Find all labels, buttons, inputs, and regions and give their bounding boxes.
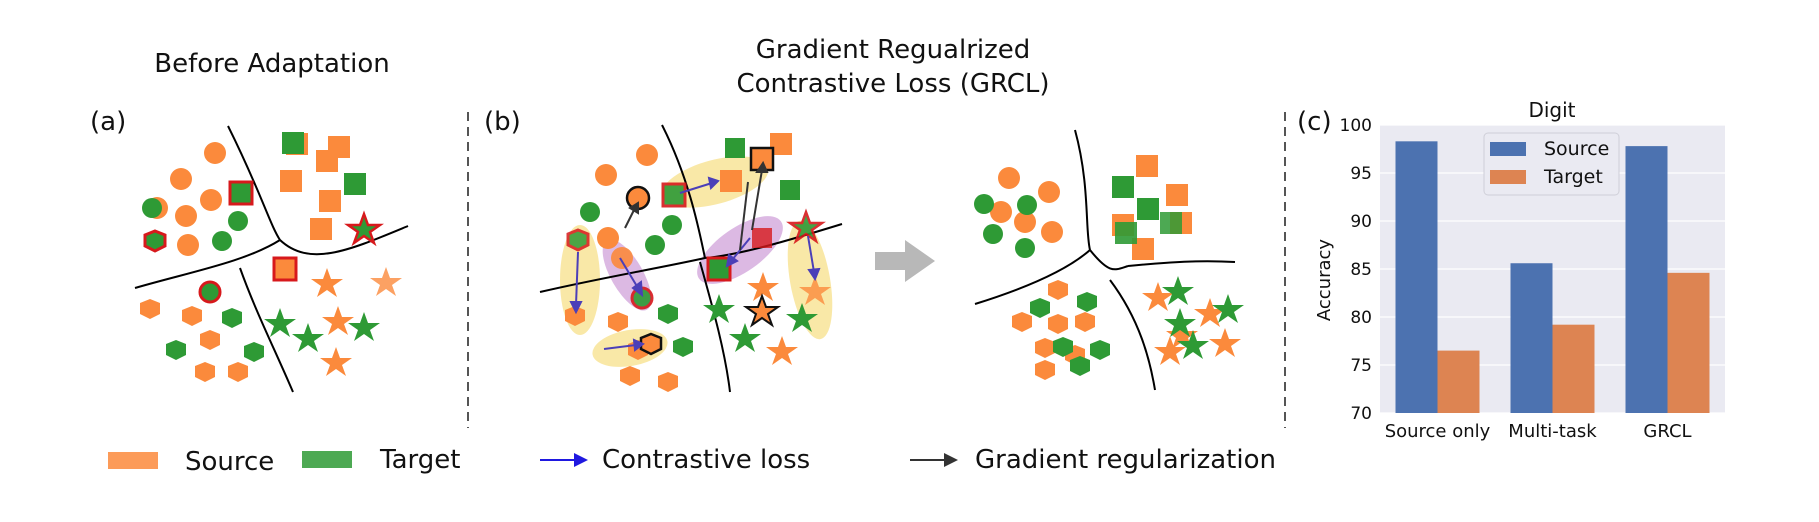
gradient-arrows [624, 160, 769, 251]
chart-title: Digit [1528, 98, 1575, 122]
y-tick-label: 70 [1350, 404, 1372, 424]
panel-a-title: Before Adaptation [154, 49, 389, 79]
panel-c: (c) 70 75 80 85 90 95 100 Source only Multi-tas… [1297, 98, 1725, 442]
legend-contrastive-label: Contrastive loss [602, 445, 810, 475]
legend-swatch-source [1490, 142, 1526, 156]
panel-b: (b) Gradient Regualrized Contrastive Los… [484, 35, 1244, 393]
y-tick-label: 100 [1340, 116, 1372, 136]
panel-c-label: (c) [1297, 107, 1332, 137]
bar-target-source-only [1437, 350, 1480, 413]
bar-target-multi-task [1552, 324, 1595, 413]
gradient-arrow-icon [910, 453, 958, 467]
y-tick-label: 85 [1350, 260, 1372, 280]
highlighted-points [143, 180, 384, 304]
contrastive-arrow-icon [540, 453, 588, 467]
source-points [565, 133, 831, 392]
bar-source-grcl [1625, 146, 1668, 413]
source-swatch [108, 452, 158, 469]
legend-series-source: Source [1544, 138, 1609, 160]
panel-b-label: (b) [484, 107, 521, 137]
target-points [580, 138, 818, 357]
legend-gradient-label: Gradient regularization [975, 445, 1276, 475]
panel-b-title-line1: Gradient Regualrized [756, 35, 1031, 65]
decision-boundaries [134, 125, 409, 393]
bar-source-multi-task [1510, 263, 1553, 413]
panel-a-label: (a) [90, 107, 126, 137]
legend-target-label: Target [379, 445, 460, 475]
y-tick-label: 80 [1350, 308, 1372, 328]
bottom-legend: Source Target Contrastive loss Gradient … [108, 445, 1276, 477]
y-axis-label: Accuracy [1314, 239, 1335, 322]
bar-source-source-only [1395, 141, 1438, 413]
target-points [142, 132, 380, 362]
bars [1395, 141, 1710, 413]
legend-swatch-target [1490, 170, 1526, 184]
panel-b-title-line2: Contrastive Loss (GRCL) [736, 69, 1049, 99]
x-tick-label: Multi-task [1508, 421, 1597, 442]
target-swatch [302, 451, 352, 468]
panel-a: (a) Before Adaptation [90, 49, 409, 393]
bar-target-grcl [1667, 272, 1710, 413]
y-tick-label: 95 [1350, 164, 1372, 184]
legend-series-target: Target [1543, 166, 1603, 188]
y-tick-labels: 70 75 80 85 90 95 100 [1340, 116, 1372, 424]
y-tick-label: 90 [1350, 212, 1372, 232]
after-adaptation [974, 129, 1244, 391]
y-tick-label: 75 [1350, 356, 1372, 376]
x-tick-label: GRCL [1643, 421, 1691, 442]
x-tick-labels: Source only Multi-task GRCL [1385, 421, 1692, 442]
chart-legend: Source Target [1483, 132, 1620, 196]
transition-arrow [875, 240, 935, 282]
legend-source-label: Source [185, 447, 274, 477]
x-tick-label: Source only [1385, 421, 1491, 442]
